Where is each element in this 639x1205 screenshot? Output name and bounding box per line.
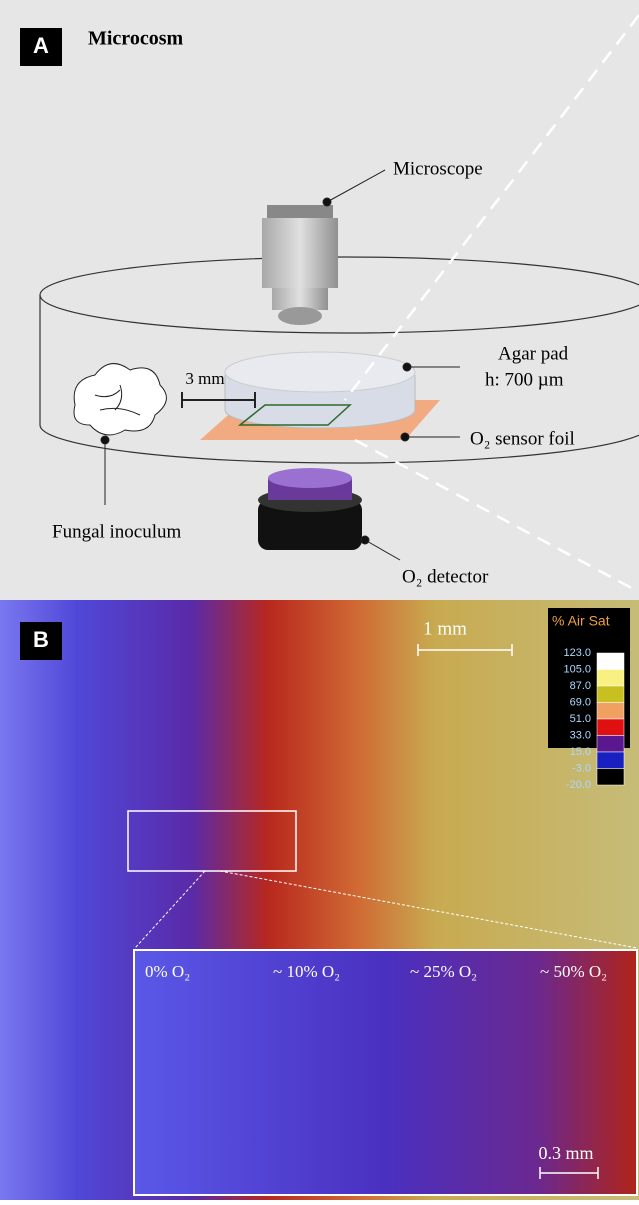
inset bbox=[133, 949, 638, 1196]
scale-label: 1 mm bbox=[423, 618, 467, 639]
colorbar-swatch bbox=[596, 685, 625, 703]
scale-bar bbox=[417, 644, 513, 656]
dish bbox=[39, 256, 639, 464]
colorbar-swatch bbox=[596, 702, 625, 720]
inset-label: ~ 25% O₂ bbox=[410, 962, 477, 981]
label-agar-height: h: 700 µm bbox=[485, 369, 564, 390]
colorbar-swatch bbox=[596, 652, 625, 670]
inset-label: 0% O₂ bbox=[145, 962, 190, 981]
detector bbox=[258, 468, 362, 550]
distance-label: 3 mm bbox=[185, 369, 224, 388]
colorbar-label: 105.0 bbox=[563, 663, 591, 675]
agar-top bbox=[224, 351, 416, 393]
inset-scale-label: 0.3 mm bbox=[538, 1143, 593, 1163]
colorbar-label: 33.0 bbox=[570, 729, 591, 741]
colorbar: % Air Sat 123.0 105.0 87.0 69.0 51.0 33.0 15.0 -… bbox=[548, 608, 630, 791]
zoom-lines bbox=[134, 870, 638, 949]
label-box bbox=[20, 622, 62, 660]
colorbar-label: 87.0 bbox=[570, 680, 591, 692]
label-inoculum: Fungal inoculum bbox=[52, 521, 182, 542]
microscope bbox=[262, 205, 338, 325]
colorbar-label: 15.0 bbox=[570, 746, 591, 758]
colorbar-swatch bbox=[596, 751, 625, 769]
colorbar-label: -3.0 bbox=[572, 762, 591, 774]
label-box bbox=[20, 28, 62, 66]
label-microscope: Microscope bbox=[393, 158, 483, 179]
link-lines bbox=[344, 14, 639, 594]
colorbar-swatch bbox=[596, 718, 625, 736]
label-agar: Agar pad bbox=[498, 343, 569, 364]
panel-label: B bbox=[33, 627, 49, 652]
inset-label: ~ 50% O₂ bbox=[540, 962, 607, 981]
colorbar-title: % Air Sat bbox=[552, 613, 610, 629]
colorbar-swatch bbox=[596, 735, 625, 753]
label-foil: O₂ sensor foil bbox=[470, 428, 575, 449]
colorbar-swatch bbox=[596, 669, 625, 687]
panel-title: Microcosm bbox=[88, 28, 183, 50]
inset-label: ~ 10% O₂ bbox=[273, 962, 340, 981]
zoom-box bbox=[127, 810, 297, 872]
distance-bar bbox=[181, 392, 256, 408]
label-detector: O₂ detector bbox=[402, 566, 489, 587]
panel-label: A bbox=[33, 33, 49, 58]
leaders bbox=[100, 169, 460, 561]
colorbar-label: 69.0 bbox=[570, 696, 591, 708]
inset-scale-bar bbox=[539, 1167, 599, 1179]
inoculum bbox=[73, 363, 167, 436]
colorbar-label: 123.0 bbox=[563, 647, 591, 659]
colorbar-label: 51.0 bbox=[570, 713, 591, 725]
colorbar-label: -20.0 bbox=[566, 779, 591, 791]
imaged-area bbox=[237, 404, 352, 426]
colorbar-swatch bbox=[596, 768, 625, 786]
